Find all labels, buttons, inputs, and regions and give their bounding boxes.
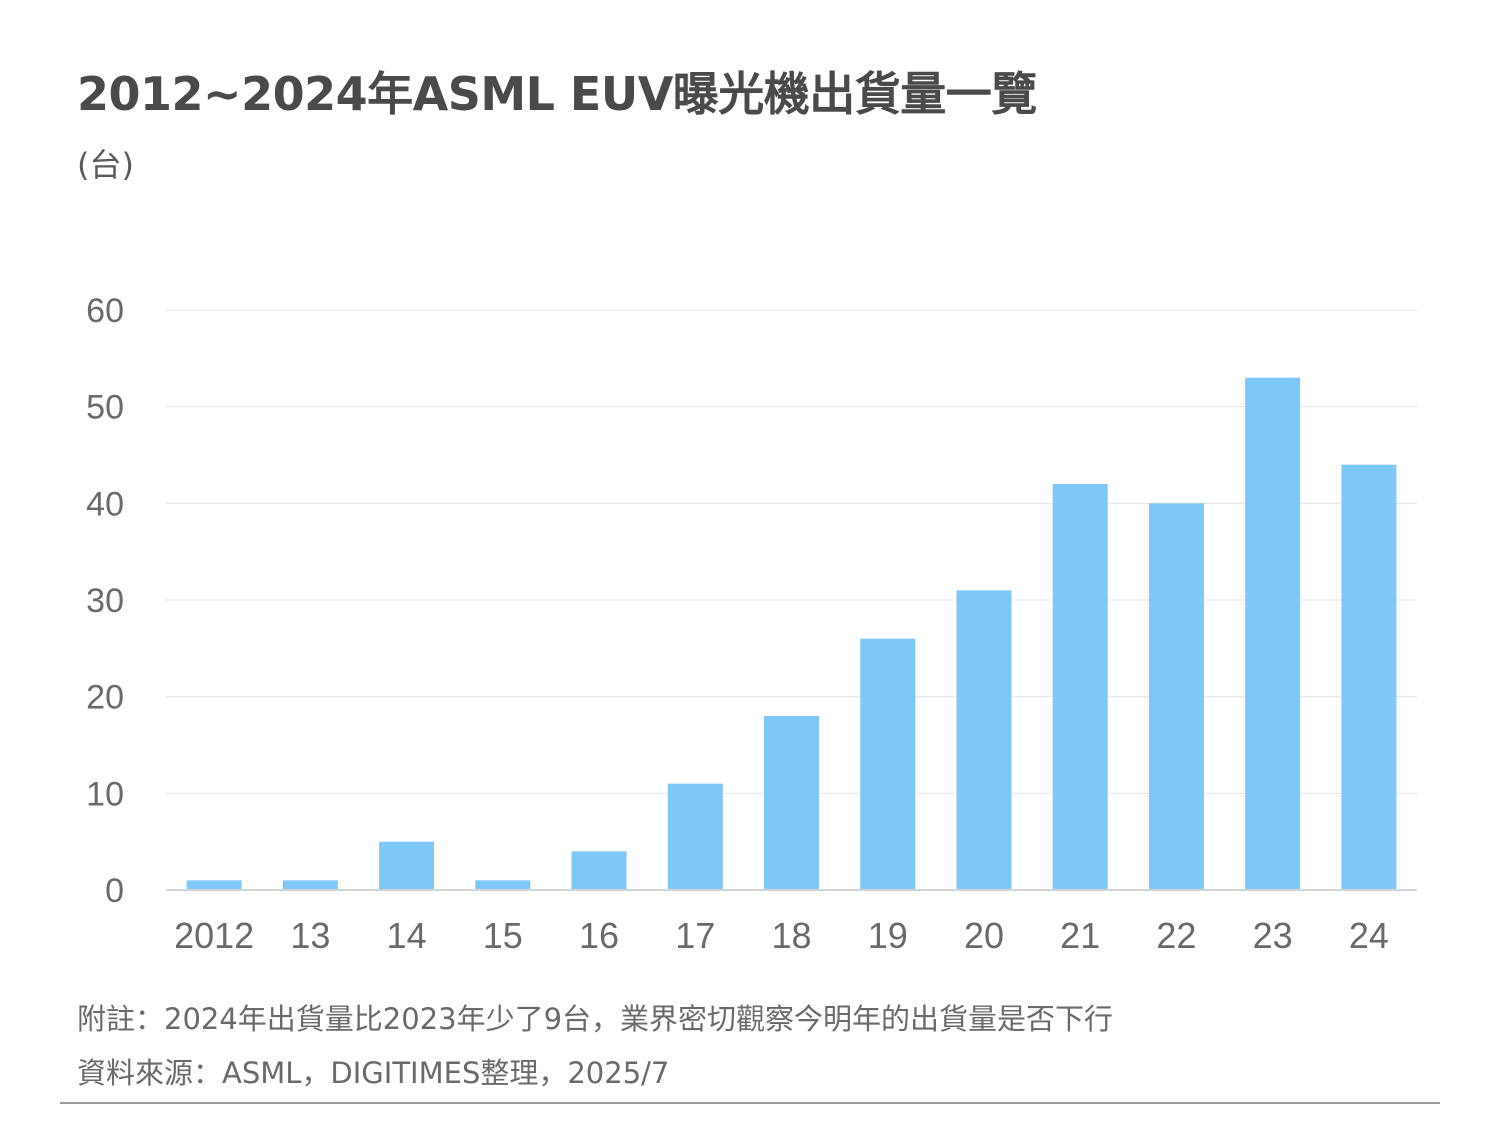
x-tick-label: 16 <box>579 915 619 956</box>
x-tick-label: 15 <box>483 915 523 956</box>
bar-19 <box>860 638 916 890</box>
x-tick-label: 13 <box>290 915 330 956</box>
x-tick-label: 19 <box>868 915 908 956</box>
bar-20 <box>956 590 1012 890</box>
y-axis-unit-label: (台) <box>77 146 134 184</box>
chart-title: 2012~2024年ASML EUV曝光機出貨量一覽 <box>77 67 1037 121</box>
source-note: 資料來源：ASML，DIGITIMES整理，2025/7 <box>77 1056 670 1090</box>
bar-22 <box>1148 503 1204 890</box>
footnote: 附註：2024年出貨量比2023年少了9台，業界密切觀察今明年的出貨量是否下行 <box>77 1002 1114 1036</box>
bar-23 <box>1245 377 1301 891</box>
bar-16 <box>571 851 627 890</box>
bar-14 <box>379 841 435 890</box>
x-tick-label: 24 <box>1349 915 1389 956</box>
x-tick-label: 21 <box>1060 915 1100 956</box>
x-tick-label: 23 <box>1253 915 1293 956</box>
y-tick-label: 40 <box>86 485 124 523</box>
y-tick-label: 50 <box>86 389 124 427</box>
x-tick-label: 18 <box>771 915 811 956</box>
bars <box>186 377 1397 891</box>
bar-24 <box>1341 464 1397 890</box>
bar-15 <box>475 880 531 890</box>
bar-18 <box>764 716 819 890</box>
x-tick-label: 22 <box>1156 915 1196 956</box>
x-tick-label: 20 <box>964 915 1004 956</box>
bar-2012 <box>186 880 242 890</box>
y-tick-label: 20 <box>86 679 124 717</box>
x-tick-label: 14 <box>387 915 427 956</box>
x-tick-label: 17 <box>675 915 715 956</box>
bar-21 <box>1052 484 1108 890</box>
y-tick-label: 10 <box>86 775 124 813</box>
bar-17 <box>667 783 723 890</box>
y-tick-label: 0 <box>105 872 124 910</box>
y-axis-ticks: 0 10 20 30 40 50 60 <box>86 292 124 910</box>
x-tick-label: 2012 <box>174 915 254 956</box>
bar-13 <box>282 880 338 890</box>
y-tick-label: 60 <box>86 292 124 330</box>
x-axis-ticks: 2012 13 14 15 16 17 18 19 20 21 22 23 24 <box>174 915 1389 956</box>
bottom-divider <box>60 1102 1440 1104</box>
y-tick-label: 30 <box>86 582 124 620</box>
